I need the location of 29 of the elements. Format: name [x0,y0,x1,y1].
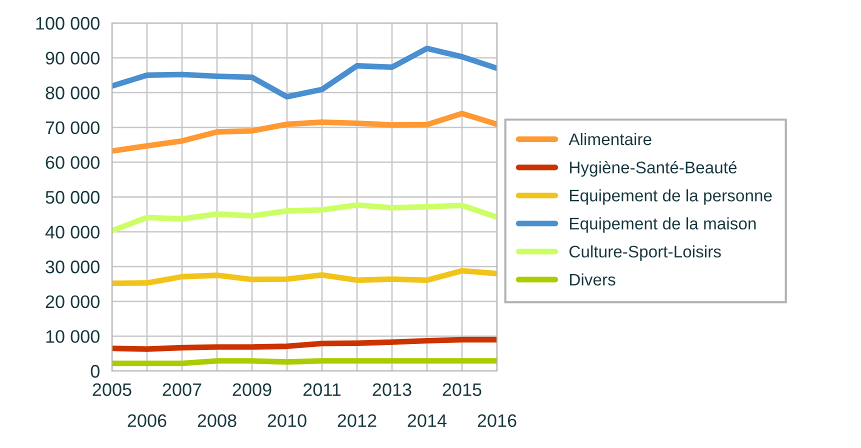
x-tick-label: 2009 [232,383,272,396]
y-tick-label: 90 000 [46,52,100,65]
y-tick-label: 10 000 [46,330,100,343]
x2-tick-label: 2010 [268,414,306,428]
y-tick-label: 50 000 [46,190,100,204]
legend-label: Alimentaire [568,132,652,146]
legend-label: Equipement de la personne [570,189,772,205]
y-tick-label: 80 000 [46,86,100,100]
y-tick-label: 0 [90,364,100,378]
x2-tick-label: 2014 [408,414,447,428]
x-tick-label: 2005 [92,383,132,396]
y-tick-label: 100 000 [36,16,100,30]
y-tick-label: 30 000 [46,260,100,274]
y-tick-label: 20 000 [46,295,100,308]
y-tick-label: 70 000 [46,121,100,134]
x-tick-label: 2011 [303,383,341,396]
legend-label: Divers [570,273,616,286]
legend-label: Hygiène-Santé-Beauté [570,161,737,177]
y-tick-label: 60 000 [46,156,100,169]
legend-label: Equipement de la maison [570,217,756,233]
x-tick-label: 2013 [372,383,412,396]
x-tick-label: 2015 [442,383,482,396]
x2-tick-label: 2008 [198,414,236,428]
x2-tick-label: 2006 [128,414,166,428]
x-tick-label: 2007 [162,383,202,396]
legend-label: Culture-Sport-Loisirs [570,245,721,261]
x2-tick-label: 2012 [338,414,376,428]
x2-tick-label: 2016 [478,414,516,428]
y-tick-label: 40 000 [45,226,100,239]
